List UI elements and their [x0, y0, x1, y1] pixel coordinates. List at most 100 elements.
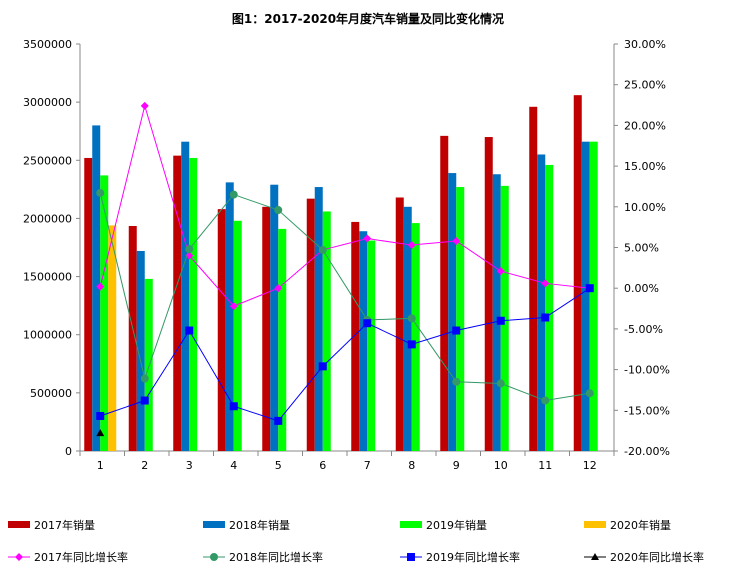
marker-2019年同比增长率 [541, 313, 550, 322]
marker-2018年同比增长率 [140, 374, 149, 383]
bar-2017年销量 [128, 225, 137, 451]
x-tick-label: 3 [186, 459, 193, 472]
x-tick-label: 8 [408, 459, 415, 472]
marker-2018年同比增长率 [185, 245, 194, 254]
bar-2017年销量 [351, 221, 360, 451]
legend-label: 2018年销量 [229, 518, 290, 532]
right-tick-label: 0.00% [624, 282, 659, 295]
bar-2017年销量 [84, 157, 93, 451]
left-tick-label: 0 [65, 445, 72, 458]
bar-2019年销量 [100, 175, 109, 451]
marker-2017年同比增长率 [496, 267, 505, 276]
marker-2019年同比增长率 [185, 326, 194, 335]
bar-2018年销量 [92, 125, 101, 452]
x-tick-label: 5 [275, 459, 282, 472]
bar-2020年销量 [108, 225, 117, 451]
marker-2018年同比增长率 [496, 379, 505, 388]
left-tick-label: 3000000 [23, 96, 72, 109]
bar-2019年销量 [367, 240, 376, 451]
bar-2019年销量 [456, 187, 465, 451]
marker-2017年同比增长率 [363, 234, 372, 243]
bar-2018年销量 [448, 173, 457, 451]
bar-2018年销量 [537, 154, 546, 451]
bar-2018年销量 [403, 206, 412, 451]
left-tick-label: 2000000 [23, 212, 72, 225]
x-tick-label: 4 [230, 459, 237, 472]
marker-2018年同比增长率 [452, 377, 461, 386]
marker-2017年同比增长率 [229, 302, 238, 311]
right-tick-label: -5.00% [624, 323, 663, 336]
legend-swatch [400, 521, 422, 528]
marker-2018年同比增长率 [229, 190, 238, 199]
marker-2017年同比增长率 [140, 101, 149, 110]
legend-label: 2018年同比增长率 [229, 550, 323, 564]
legend-label: 2020年销量 [610, 518, 671, 532]
marker-2020年同比增长率 [96, 429, 105, 437]
bar-2017年销量 [395, 197, 404, 451]
bar-2017年销量 [484, 137, 493, 451]
line-2018年同比增长率 [99, 192, 590, 402]
marker-2017年同比增长率 [541, 279, 550, 288]
bar-2018年销量 [359, 231, 368, 451]
legend-marker [407, 553, 415, 561]
bar-2018年销量 [181, 141, 190, 451]
left-tick-label: 3500000 [23, 38, 72, 51]
bar-2019年销量 [233, 220, 242, 451]
left-tick-label: 500000 [30, 387, 72, 400]
legend-marker [210, 553, 218, 561]
bar-2019年销量 [144, 278, 153, 451]
x-tick-label: 9 [453, 459, 460, 472]
x-tick-label: 1 [97, 459, 104, 472]
marker-2019年同比增长率 [229, 402, 238, 411]
bar-2019年销量 [322, 211, 331, 451]
marker-2019年同比增长率 [585, 284, 594, 293]
x-tick-label: 2 [141, 459, 148, 472]
bar-2019年销量 [189, 157, 198, 451]
line-2017年同比增长率 [99, 103, 590, 307]
bar-2018年销量 [581, 141, 590, 451]
marker-2019年同比增长率 [452, 326, 461, 335]
left-tick-label: 1500000 [23, 271, 72, 284]
marker-2018年同比增长率 [318, 245, 327, 254]
bar-2017年销量 [306, 198, 315, 451]
legend-label: 2017年同比增长率 [34, 550, 128, 564]
legend-marker [591, 553, 599, 560]
marker-2018年同比增长率 [96, 188, 105, 197]
marker-2017年同比增长率 [407, 241, 416, 250]
left-tick-label: 2500000 [23, 154, 72, 167]
line-2019年同比增长率 [100, 287, 591, 422]
legend-marker [15, 553, 23, 561]
bar-2018年销量 [270, 184, 279, 451]
marker-2017年同比增长率 [452, 236, 461, 245]
right-tick-label: -15.00% [624, 404, 670, 417]
bar-2019年销量 [545, 164, 554, 452]
bar-2018年销量 [314, 187, 323, 451]
bar-2017年销量 [529, 106, 538, 452]
legend-swatch [8, 521, 30, 528]
marker-2019年同比增长率 [496, 316, 505, 325]
chart-title: 图1：2017-2020年月度汽车销量及同比变化情况 [232, 11, 504, 26]
x-tick-label: 7 [364, 459, 371, 472]
bar-2017年销量 [173, 155, 182, 452]
marker-2018年同比增长率 [407, 314, 416, 323]
legend-label: 2017年销量 [34, 518, 95, 532]
bar-2017年销量 [573, 95, 582, 451]
right-tick-label: 10.00% [624, 201, 666, 214]
bar-2019年销量 [411, 223, 420, 451]
marker-2019年同比增长率 [274, 416, 283, 425]
legend-label: 2020年同比增长率 [610, 550, 704, 564]
marker-2017年同比增长率 [96, 282, 105, 291]
bar-2017年销量 [217, 209, 226, 451]
bar-2018年销量 [225, 182, 234, 451]
right-tick-label: 20.00% [624, 119, 666, 132]
bar-2019年销量 [589, 141, 598, 451]
marker-2019年同比增长率 [363, 319, 372, 328]
right-tick-label: 30.00% [624, 38, 666, 51]
right-tick-label: 25.00% [624, 79, 666, 92]
marker-2019年同比增长率 [318, 362, 327, 371]
legend-label: 2019年销量 [426, 518, 487, 532]
right-tick-label: 5.00% [624, 242, 659, 255]
marker-2019年同比增长率 [140, 396, 149, 405]
